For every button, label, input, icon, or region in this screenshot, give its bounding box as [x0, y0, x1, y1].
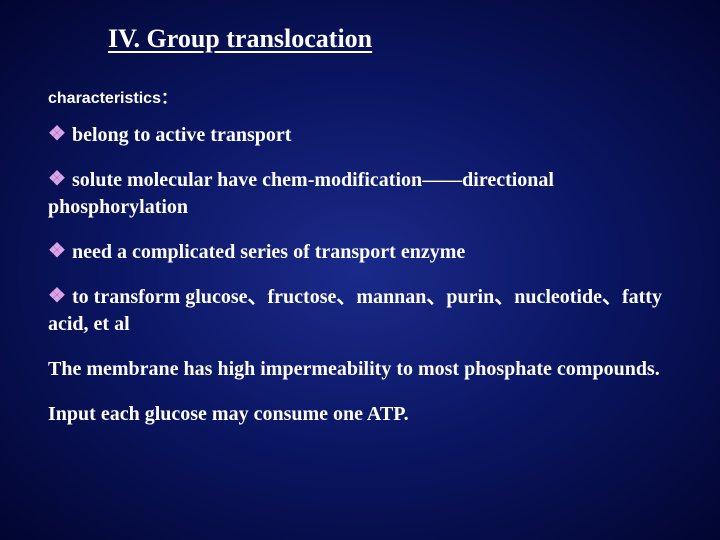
diamond-icon: ❖: [48, 238, 62, 265]
diamond-icon: ❖: [48, 283, 62, 310]
slide-title: IV. Group translocation: [108, 24, 672, 54]
bullet-text: to transform glucose、fructose、mannan、pur…: [48, 286, 662, 335]
bullet-text: solute molecular have chem-modification—…: [48, 169, 554, 218]
bullet-item: ❖ need a complicated series of transport …: [48, 239, 672, 266]
plain-line: Input each glucose may consume one ATP.: [48, 401, 672, 428]
plain-line: The membrane has high impermeability to …: [48, 356, 672, 383]
diamond-icon: ❖: [48, 166, 62, 193]
bullet-item: ❖to transform glucose、fructose、mannan、pu…: [48, 284, 672, 338]
bullet-text: belong to active transport: [72, 124, 291, 146]
bullet-item: ❖solute molecular have chem-modification…: [48, 167, 672, 221]
bullet-item: ❖ belong to active transport: [48, 122, 672, 149]
subheading-characteristics: characteristics：: [48, 84, 672, 108]
bullet-list: ❖belong to active transport ❖solute mole…: [48, 122, 672, 428]
slide: IV. Group translocation characteristics：…: [0, 0, 720, 540]
bullet-text: need a complicated series of transport e…: [72, 241, 465, 263]
diamond-icon: ❖: [48, 121, 62, 148]
